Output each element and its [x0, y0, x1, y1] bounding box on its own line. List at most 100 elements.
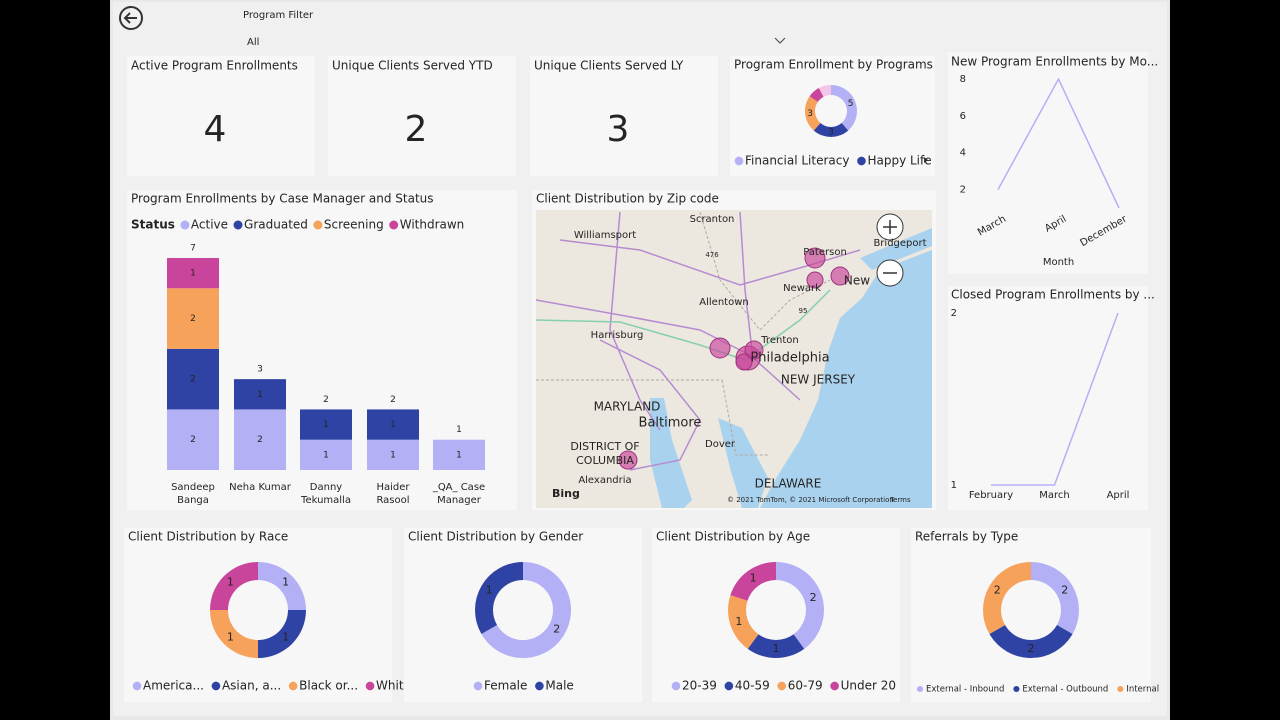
panel — [530, 56, 718, 176]
donut-slice — [989, 625, 1073, 659]
x-tick-label: Neha Kumar — [229, 482, 292, 493]
line — [991, 312, 1119, 486]
card-value: 4 — [204, 109, 227, 150]
dropdown-chevron[interactable] — [774, 37, 786, 44]
zoom-out[interactable] — [876, 259, 904, 287]
map[interactable]: Scranton Williamsport Paterson Bridgeport Ne… — [536, 210, 932, 508]
chart-title: Client Distribution by Race — [128, 530, 288, 544]
chart-title: New Program Enrollments by Mo... — [951, 55, 1158, 69]
data-label: 1 — [750, 571, 757, 584]
legend-label: Asian, a... — [222, 679, 281, 693]
legend-label: Withdrawn — [400, 218, 465, 232]
donut-slice — [258, 610, 306, 658]
data-label: 3 — [807, 109, 813, 119]
donut-slice — [804, 96, 821, 131]
zoom-in[interactable] — [876, 213, 904, 241]
data-label: 3 — [828, 128, 834, 138]
x-tick-label: Sandeep Banga — [171, 482, 215, 506]
panel — [730, 56, 935, 176]
legend-marker — [313, 220, 323, 230]
card-title: Unique Clients Served YTD — [332, 59, 493, 73]
x-tick-label: Haider Rasool — [376, 482, 410, 506]
panel — [948, 286, 1148, 510]
data-label: 1 — [456, 450, 462, 460]
map-label: Williamsport — [574, 230, 636, 241]
panel — [404, 528, 642, 702]
card-title: Unique Clients Served LY — [534, 59, 684, 73]
bar-segment — [367, 439, 419, 470]
map-label: DISTRICT OF — [570, 440, 639, 453]
donut-slice — [982, 562, 1031, 634]
legend-marker — [535, 681, 544, 691]
legend-label: White — [376, 679, 411, 693]
donut-slice — [210, 562, 258, 610]
x-tick-label: February — [969, 490, 1013, 501]
card-value: 3 — [607, 109, 630, 150]
map-label: Bridgeport — [873, 238, 926, 249]
legend-marker — [132, 681, 142, 691]
map-label: Alexandria — [578, 475, 631, 486]
legend-label: Happy Life — [867, 154, 931, 168]
map-label: Trenton — [760, 335, 798, 346]
donut-slice — [474, 562, 523, 634]
map-label: DELAWARE — [755, 477, 822, 491]
data-label: 2 — [190, 375, 196, 385]
legend-label: Black or... — [299, 679, 358, 693]
donut-slice — [258, 562, 306, 610]
total-label: 3 — [257, 365, 263, 375]
total-label: 1 — [456, 425, 462, 435]
donut-slice — [818, 85, 831, 97]
x-tick-label: _QA_ Case Manager — [432, 482, 485, 506]
map-label: Philadelphia — [750, 351, 829, 366]
legend-label: Male — [545, 679, 573, 693]
line — [997, 77, 1120, 209]
card-value: 2 — [405, 109, 428, 150]
map-terms[interactable]: Terms — [889, 496, 911, 504]
total-label: 2 — [323, 395, 329, 405]
map-label: Baltimore — [639, 416, 702, 431]
data-label: 2 — [994, 584, 1001, 597]
map-label: COLUMBIA — [576, 454, 634, 467]
bar-segment — [234, 409, 286, 470]
data-label: 1 — [390, 450, 396, 460]
map-label: Scranton — [690, 214, 735, 225]
bar-segment — [367, 409, 419, 440]
panel — [948, 52, 1148, 274]
y-tick-label: 8 — [960, 74, 966, 85]
x-tick-label: Danny Tekumalla — [300, 482, 351, 506]
filter-value[interactable]: All — [247, 37, 259, 48]
data-label: 2 — [257, 435, 263, 445]
legend-marker — [724, 681, 734, 691]
data-label: 1 — [773, 642, 780, 655]
panel — [911, 528, 1151, 702]
donut-slice — [831, 85, 857, 131]
map-label: Allentown — [699, 297, 748, 308]
data-label: 2 — [190, 435, 196, 445]
legend-label: 40-59 — [735, 679, 770, 693]
data-label: 5 — [848, 99, 854, 109]
total-label: 2 — [390, 395, 396, 405]
map-title: Client Distribution by Zip code — [536, 192, 719, 206]
legend-label: Graduated — [244, 218, 308, 232]
data-label: 1 — [486, 584, 493, 597]
map-label: Paterson — [803, 247, 847, 258]
map-label: Dover — [705, 439, 736, 450]
total-label: 7 — [190, 244, 196, 254]
legend-marker — [389, 220, 399, 230]
chart-title: Closed Program Enrollments by ... — [951, 288, 1155, 302]
map-label: NEW JERSEY — [781, 373, 856, 387]
data-label: 2 — [553, 623, 560, 636]
back-button[interactable] — [119, 6, 143, 30]
legend-label: Female — [484, 679, 527, 693]
legend-label: External - Inbound — [926, 685, 1004, 695]
legend-more[interactable] — [924, 157, 928, 163]
y-tick-label: 1 — [951, 480, 957, 491]
data-label: 1 — [390, 420, 396, 430]
map-label: MARYLAND — [594, 400, 661, 414]
chart-title: Program Enrollment by Programs — [734, 58, 933, 72]
legend-marker — [365, 681, 375, 691]
data-label: 1 — [190, 269, 196, 279]
map-label: Harrisburg — [591, 330, 644, 341]
donut-slice — [776, 562, 824, 649]
